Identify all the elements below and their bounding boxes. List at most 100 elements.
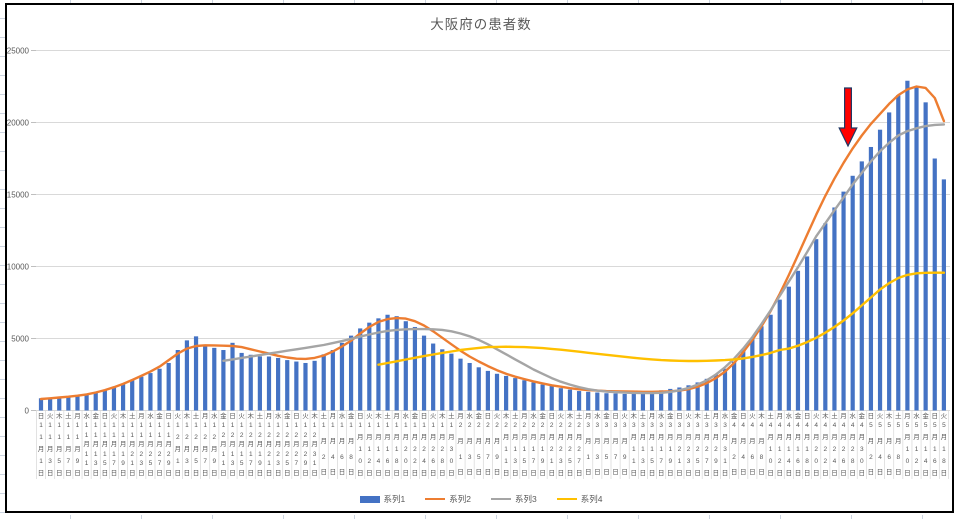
bar[interactable] (239, 352, 244, 411)
line-series-3[interactable] (222, 123, 946, 395)
bar[interactable] (485, 370, 490, 411)
legend-item-series1[interactable]: 系列1 (359, 493, 405, 505)
down-arrow-annotation[interactable] (838, 87, 858, 148)
bar[interactable] (649, 391, 655, 411)
bar[interactable] (120, 383, 126, 411)
bar[interactable] (458, 358, 463, 411)
bar[interactable] (330, 350, 335, 411)
bar[interactable] (722, 368, 728, 411)
bar[interactable] (166, 362, 171, 411)
bar[interactable] (504, 375, 509, 411)
line-series-4[interactable] (377, 271, 946, 366)
bar[interactable] (686, 385, 691, 411)
bar[interactable] (48, 397, 53, 411)
bar[interactable] (732, 361, 737, 411)
bar[interactable] (522, 380, 527, 411)
bar[interactable] (148, 373, 153, 411)
bar[interactable] (57, 397, 62, 411)
bar[interactable] (403, 321, 408, 411)
bar[interactable] (248, 354, 253, 411)
bar[interactable] (358, 328, 363, 411)
bar[interactable] (257, 356, 262, 411)
bar[interactable] (412, 326, 418, 411)
bar[interactable] (841, 191, 846, 411)
bar[interactable] (823, 223, 828, 411)
bar[interactable] (631, 393, 636, 411)
bar[interactable] (768, 314, 773, 411)
bar[interactable] (896, 95, 901, 411)
bar[interactable] (212, 347, 217, 411)
bar[interactable] (859, 161, 864, 411)
bar[interactable] (312, 360, 317, 411)
bar[interactable] (111, 387, 117, 411)
bar[interactable] (421, 335, 427, 411)
bar[interactable] (777, 299, 782, 411)
bar[interactable] (276, 357, 281, 411)
bar[interactable] (713, 374, 718, 411)
bar[interactable] (494, 373, 500, 411)
bar[interactable] (604, 393, 609, 411)
bar[interactable] (814, 239, 819, 411)
bar[interactable] (303, 362, 308, 411)
legend-item-series2[interactable]: 系列2 (425, 493, 471, 505)
bar[interactable] (476, 367, 481, 411)
bar[interactable] (668, 388, 673, 411)
legend-item-series4[interactable]: 系列4 (556, 493, 602, 505)
bar[interactable] (348, 335, 354, 411)
bar[interactable] (93, 392, 98, 411)
bar[interactable] (613, 393, 618, 411)
bar[interactable] (38, 398, 44, 411)
bar[interactable] (622, 393, 627, 411)
bar[interactable] (184, 340, 190, 411)
bar[interactable] (586, 391, 591, 411)
legend-item-series3[interactable]: 系列3 (491, 493, 537, 505)
bar[interactable] (640, 392, 646, 411)
bar[interactable] (203, 345, 208, 411)
bar[interactable] (659, 390, 664, 411)
bar[interactable] (285, 360, 290, 411)
bar[interactable] (294, 361, 299, 411)
bar[interactable] (102, 390, 107, 411)
line-series-2[interactable] (39, 85, 946, 401)
bar[interactable] (321, 354, 326, 411)
bar[interactable] (795, 270, 801, 411)
bar[interactable] (540, 384, 545, 411)
bar[interactable] (130, 380, 135, 411)
bar[interactable] (932, 158, 937, 411)
bar[interactable] (193, 336, 199, 411)
bar[interactable] (467, 362, 472, 411)
bar[interactable] (905, 80, 910, 411)
bar[interactable] (513, 378, 518, 411)
bar[interactable] (576, 391, 582, 411)
bar[interactable] (595, 392, 600, 411)
bar[interactable] (677, 387, 682, 411)
bar[interactable] (440, 349, 445, 411)
bar[interactable] (887, 112, 892, 411)
bar[interactable] (741, 350, 746, 411)
bar[interactable] (549, 386, 554, 411)
bar[interactable] (832, 207, 837, 411)
bar[interactable] (449, 353, 454, 411)
bar[interactable] (759, 326, 764, 411)
bar[interactable] (531, 382, 536, 411)
bar[interactable] (339, 342, 345, 411)
bar[interactable] (175, 350, 180, 411)
bar[interactable] (941, 179, 946, 411)
bar[interactable] (567, 389, 573, 411)
bar[interactable] (367, 322, 372, 411)
bar[interactable] (66, 396, 71, 411)
bar[interactable] (804, 256, 810, 411)
bar[interactable] (868, 146, 874, 411)
bar[interactable] (75, 395, 80, 411)
bar[interactable] (84, 394, 89, 411)
bar[interactable] (850, 175, 855, 411)
bar[interactable] (914, 87, 919, 411)
bar[interactable] (230, 342, 235, 411)
bar[interactable] (266, 356, 272, 411)
bar[interactable] (704, 378, 709, 411)
bar[interactable] (221, 350, 226, 411)
bar[interactable] (394, 316, 399, 411)
bar[interactable] (157, 368, 162, 411)
bar[interactable] (558, 388, 563, 411)
bar[interactable] (695, 382, 700, 411)
